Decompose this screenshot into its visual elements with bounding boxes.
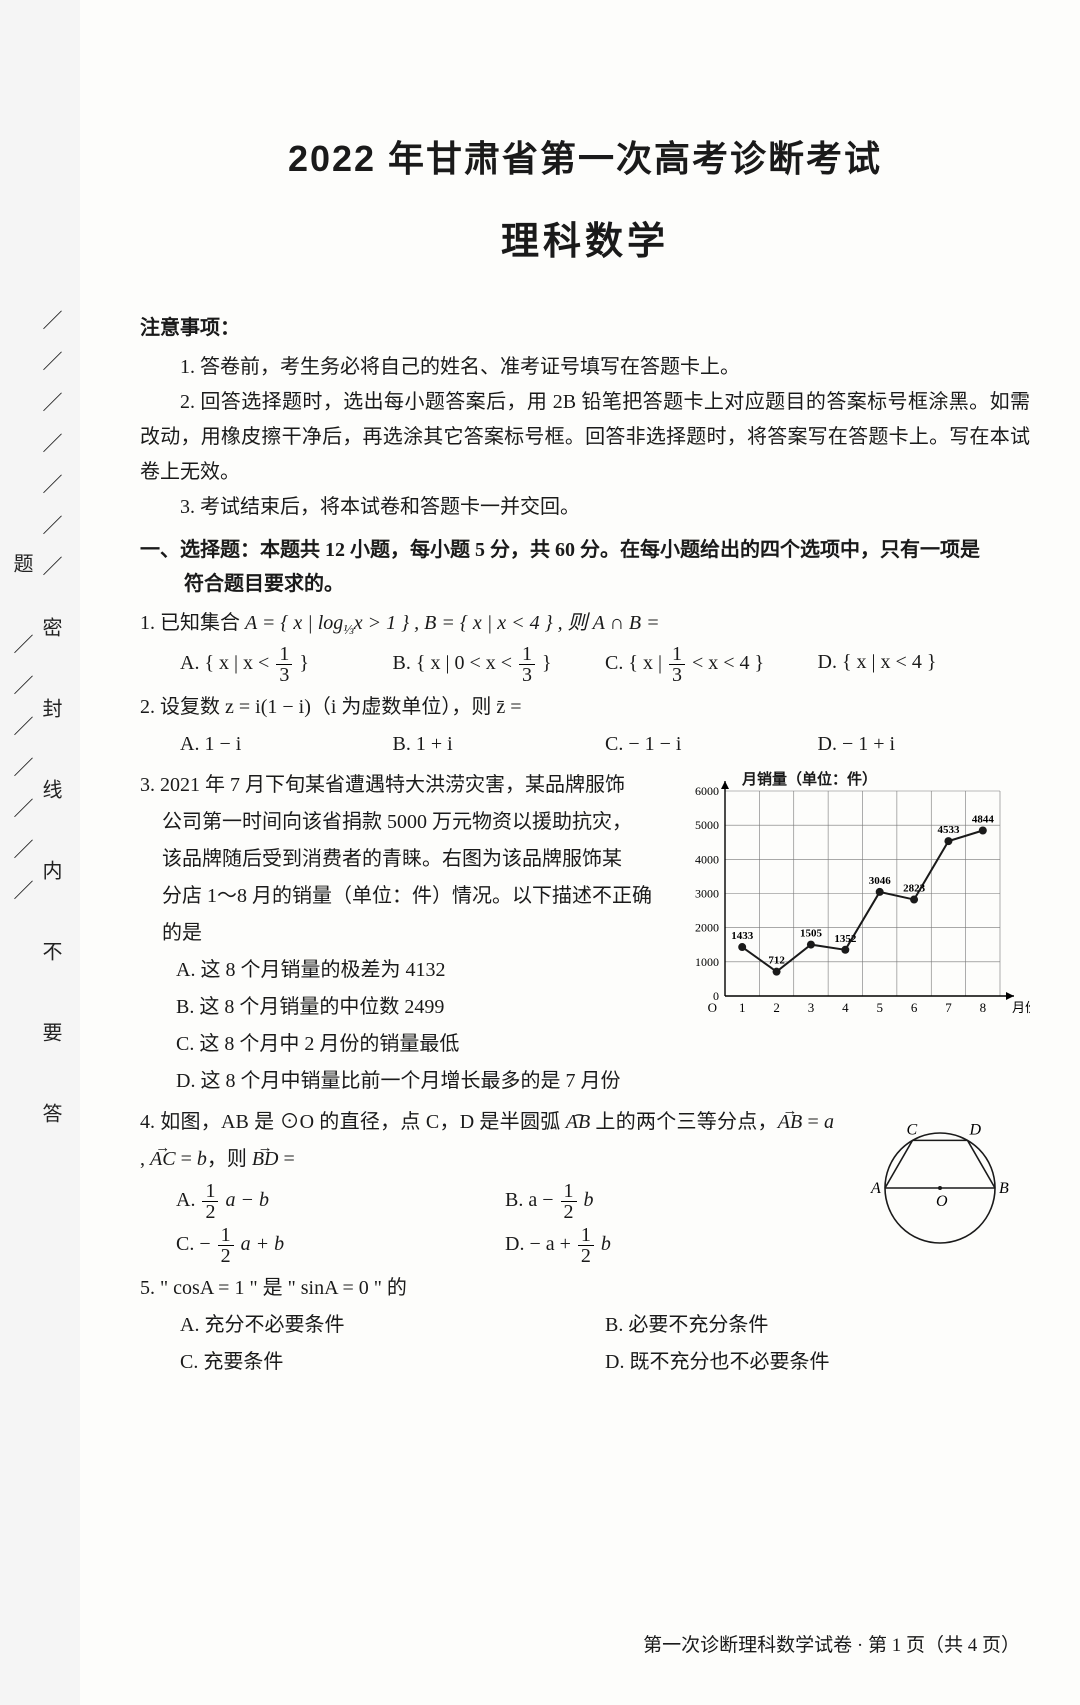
- q3-opt-b: B. 这 8 个月销量的中位数 2499: [176, 989, 652, 1026]
- q3-l3: 该品牌随后受到消费者的青睐。右图为该品牌服饰某: [140, 841, 652, 878]
- svg-text:2823: 2823: [903, 882, 926, 894]
- svg-text:3: 3: [808, 1000, 815, 1015]
- svg-text:712: 712: [768, 955, 785, 967]
- q4-opt-d: D. − a + 12 b: [505, 1222, 834, 1266]
- svg-text:O: O: [708, 1000, 717, 1015]
- question-3: 3. 2021 年 7 月下旬某省遭遇特大洪涝灾害，某品牌服饰 公司第一时间向该…: [140, 767, 1030, 1100]
- svg-text:3046: 3046: [869, 875, 892, 887]
- section-1-line1: 一、选择题：本题共 12 小题，每小题 5 分，共 60 分。在每小题给出的四个…: [140, 539, 980, 561]
- q1-math: A = { x | log⅓x > 1 } , B = { x | x < 4 …: [245, 612, 660, 634]
- q4-arc: AB: [566, 1111, 590, 1133]
- q2-opt-d: D. − 1 + i: [818, 726, 1031, 763]
- q1-opt-d: D. { x | x < 4 }: [818, 644, 1031, 685]
- svg-text:A: A: [870, 1180, 881, 1197]
- q4-vec-ac: AC: [150, 1148, 176, 1170]
- q4-opt-c: C. − 12 a + b: [176, 1222, 505, 1266]
- notice-1: 1. 答卷前，考生务必将自己的姓名、准考证号填写在答题卡上。: [140, 350, 1030, 385]
- q4-stem-mid: 上的两个三等分点，: [590, 1111, 778, 1133]
- question-1: 1. 已知集合 A = { x | log⅓x > 1 } , B = { x …: [140, 605, 1030, 685]
- q2-opt-c: C. − 1 − i: [605, 726, 818, 763]
- q4-opt-a: A. 12 a − b: [176, 1178, 505, 1222]
- svg-text:4533: 4533: [937, 824, 960, 836]
- q2-opt-b: B. 1 + i: [393, 726, 606, 763]
- svg-text:5: 5: [876, 1000, 883, 1015]
- q3-chart-svg: 010002000300040005000600012345678月份O1433…: [670, 767, 1030, 1027]
- svg-text:4000: 4000: [695, 852, 719, 866]
- svg-text:1: 1: [739, 1000, 746, 1015]
- q3-l2: 公司第一时间向该省捐款 5000 万元物资以援助抗灾，: [140, 804, 652, 841]
- q3-chart: 月销量（单位：件） 010002000300040005000600012345…: [670, 767, 1030, 1027]
- q4-left: 4. 如图，AB 是 ⊙O 的直径，点 C，D 是半圆弧 AB 上的两个三等分点…: [140, 1104, 834, 1266]
- binding-slashes-top: ／ ／ ／ ／ ／ ／ ／: [39, 310, 61, 584]
- svg-text:4844: 4844: [972, 813, 995, 825]
- q1-opt-a: A. { x | x < 13 }: [180, 644, 393, 685]
- q4-stem: 4. 如图，AB 是 ⊙O 的直径，点 C，D 是半圆弧 AB 上的两个三等分点…: [140, 1104, 834, 1178]
- q2-opt-a: A. 1 − i: [180, 726, 393, 763]
- exam-subtitle: 理科数学: [140, 210, 1030, 265]
- q5-opt-d: D. 既不充分也不必要条件: [605, 1344, 1030, 1381]
- svg-text:6: 6: [911, 1000, 918, 1015]
- svg-text:5000: 5000: [695, 818, 719, 832]
- q1-options: A. { x | x < 13 } B. { x | 0 < x < 13 } …: [140, 644, 1030, 685]
- q4-vec-ab: AB: [778, 1111, 802, 1133]
- section-1-heading: 一、选择题：本题共 12 小题，每小题 5 分，共 60 分。在每小题给出的四个…: [140, 533, 1030, 601]
- svg-text:1352: 1352: [834, 933, 857, 945]
- svg-text:1433: 1433: [731, 930, 754, 942]
- q3-opt-a: A. 这 8 个月销量的极差为 4132: [176, 952, 652, 989]
- q5-opt-a: A. 充分不必要条件: [180, 1307, 605, 1344]
- svg-text:8: 8: [980, 1000, 987, 1015]
- exam-page: 2022 年甘肃省第一次高考诊断考试 理科数学 注意事项： 1. 答卷前，考生务…: [80, 0, 1080, 1705]
- q5-opt-b: B. 必要不充分条件: [605, 1307, 1030, 1344]
- svg-text:C: C: [907, 1121, 918, 1138]
- notice-2: 2. 回答选择题时，选出每小题答案后，用 2B 铅笔把答题卡上对应题目的答案标号…: [140, 385, 1030, 490]
- question-4: 4. 如图，AB 是 ⊙O 的直径，点 C，D 是半圆弧 AB 上的两个三等分点…: [140, 1104, 1030, 1266]
- q1-stem: 1. 已知集合 A = { x | log⅓x > 1 } , B = { x …: [140, 605, 1030, 644]
- q2-stem: 2. 设复数 z = i(1 − i)（i 为虚数单位），则 z̄ =: [140, 689, 1030, 726]
- q3-l5: 的是: [140, 915, 652, 952]
- q4-options: A. 12 a − b B. a − 12 b C. − 12 a + b D.…: [140, 1178, 834, 1266]
- svg-text:3000: 3000: [695, 886, 719, 900]
- q3-opt-c: C. 这 8 个月中 2 月份的销量最低: [176, 1026, 652, 1063]
- q4-opt-b: B. a − 12 b: [505, 1178, 834, 1222]
- q3-l4: 分店 1～8 月的销量（单位：件）情况。以下描述不正确: [140, 878, 652, 915]
- q4-vec-bd: BD: [252, 1148, 279, 1170]
- question-5: 5. " cosA = 1 " 是 " sinA = 0 " 的 A. 充分不必…: [140, 1270, 1030, 1381]
- q3-chart-title: 月销量（单位：件）: [742, 767, 877, 795]
- q4-stem-pre: 4. 如图，AB 是 ⊙O 的直径，点 C，D 是半圆弧: [140, 1111, 566, 1133]
- q5-options: A. 充分不必要条件 B. 必要不充分条件 C. 充要条件 D. 既不充分也不必…: [140, 1307, 1030, 1381]
- svg-text:6000: 6000: [695, 784, 719, 798]
- q5-stem: 5. " cosA = 1 " 是 " sinA = 0 " 的: [140, 1270, 1030, 1307]
- question-2: 2. 设复数 z = i(1 − i)（i 为虚数单位），则 z̄ = A. 1…: [140, 689, 1030, 763]
- svg-text:4: 4: [842, 1000, 849, 1015]
- svg-text:1000: 1000: [695, 955, 719, 969]
- binding-slashes-bot: ／ ／ ／ ／ ／ ／ ／: [10, 634, 32, 908]
- svg-text:月份: 月份: [1012, 1000, 1030, 1015]
- svg-text:7: 7: [945, 1000, 952, 1015]
- q3-opt-d: D. 这 8 个月中销量比前一个月增长最多的是 7 月份: [176, 1063, 652, 1100]
- binding-margin: ／ ／ ／ ／ ／ ／ ／ 密 封 线 内 不 要 答 题 ／ ／ ／ ／ ／ …: [25, 280, 65, 1180]
- svg-text:B: B: [999, 1180, 1009, 1197]
- q4-figure: A B C D O: [850, 1110, 1030, 1250]
- svg-text:2000: 2000: [695, 921, 719, 935]
- q1-opt-c: C. { x | 13 < x < 4 }: [605, 644, 818, 685]
- q5-opt-c: C. 充要条件: [180, 1344, 605, 1381]
- svg-text:O: O: [936, 1193, 948, 1210]
- notice-3: 3. 考试结束后，将本试卷和答题卡一并交回。: [140, 490, 1030, 525]
- q3-options: A. 这 8 个月销量的极差为 4132 B. 这 8 个月销量的中位数 249…: [140, 952, 652, 1100]
- q2-options: A. 1 − i B. 1 + i C. − 1 − i D. − 1 + i: [140, 726, 1030, 763]
- q3-l1: 3. 2021 年 7 月下旬某省遭遇特大洪涝灾害，某品牌服饰: [140, 767, 652, 804]
- svg-text:D: D: [969, 1121, 982, 1138]
- q1-opt-b: B. { x | 0 < x < 13 }: [393, 644, 606, 685]
- q4-figure-svg: A B C D O: [850, 1110, 1030, 1250]
- svg-text:2: 2: [773, 1000, 780, 1015]
- exam-title: 2022 年甘肃省第一次高考诊断考试: [140, 130, 1030, 182]
- section-1-line2: 符合题目要求的。: [140, 567, 1030, 601]
- page-footer: 第一次诊断理科数学试卷 · 第 1 页（共 4 页）: [643, 1630, 1020, 1657]
- q4-stem-suf: ，则: [207, 1148, 252, 1170]
- notice-heading: 注意事项：: [140, 311, 1030, 340]
- q3-text: 3. 2021 年 7 月下旬某省遭遇特大洪涝灾害，某品牌服饰 公司第一时间向该…: [140, 767, 652, 1100]
- q1-stem-prefix: 1. 已知集合: [140, 612, 245, 634]
- svg-text:1505: 1505: [800, 927, 823, 939]
